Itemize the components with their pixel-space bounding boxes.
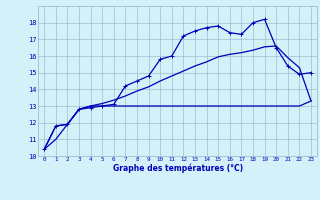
X-axis label: Graphe des températures (°C): Graphe des températures (°C) — [113, 164, 243, 173]
